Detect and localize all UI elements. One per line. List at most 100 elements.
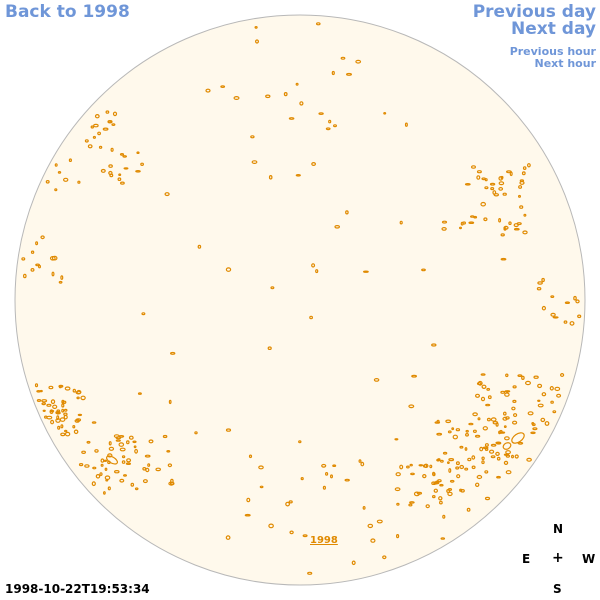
magnetic-feature bbox=[255, 39, 260, 44]
magnetic-feature bbox=[447, 461, 450, 465]
magnetic-feature bbox=[445, 419, 452, 424]
magnetic-feature bbox=[48, 385, 54, 390]
magnetic-feature bbox=[500, 257, 507, 261]
magnetic-feature bbox=[57, 170, 62, 174]
magnetic-feature bbox=[449, 479, 455, 483]
magnetic-feature bbox=[434, 481, 440, 485]
magnetic-feature bbox=[439, 483, 444, 487]
magnetic-feature bbox=[537, 403, 544, 408]
magnetic-feature bbox=[111, 123, 116, 126]
magnetic-feature bbox=[58, 280, 63, 284]
back-to-year-link[interactable]: Back to 1998 bbox=[5, 2, 130, 22]
magnetic-feature bbox=[406, 465, 410, 469]
magnetic-feature bbox=[521, 375, 525, 380]
magnetic-feature bbox=[524, 380, 531, 386]
magnetic-feature bbox=[50, 399, 56, 405]
magnetic-feature bbox=[220, 85, 226, 88]
magnetic-feature bbox=[476, 382, 482, 386]
magnetic-feature bbox=[480, 396, 486, 402]
magnetic-feature bbox=[268, 523, 274, 529]
magnetic-feature bbox=[404, 122, 408, 127]
magnetic-feature bbox=[503, 227, 507, 231]
compass-east: E bbox=[522, 552, 531, 566]
magnetic-feature bbox=[358, 459, 362, 463]
next-day-link[interactable]: Next day bbox=[511, 19, 596, 39]
magnetic-feature bbox=[288, 117, 295, 120]
magnetic-feature bbox=[476, 170, 482, 174]
compass-north: N bbox=[553, 522, 564, 536]
magnetic-feature bbox=[522, 166, 527, 171]
magnetic-feature bbox=[481, 460, 485, 465]
magnetic-feature bbox=[76, 396, 80, 400]
magnetic-feature bbox=[552, 316, 559, 319]
magnetic-feature bbox=[250, 135, 255, 139]
magnetic-feature bbox=[483, 217, 488, 222]
magnetic-feature bbox=[464, 467, 469, 471]
magnetic-feature bbox=[373, 378, 380, 382]
magnetic-feature bbox=[259, 485, 264, 489]
magnetic-feature bbox=[550, 400, 554, 404]
magnetic-feature bbox=[436, 419, 440, 424]
magnetic-feature bbox=[408, 404, 415, 409]
year-link[interactable]: 1998 bbox=[310, 535, 338, 546]
magnetic-feature bbox=[72, 388, 77, 393]
magnetic-feature bbox=[299, 101, 304, 106]
magnetic-feature bbox=[442, 514, 446, 519]
magnetic-feature bbox=[64, 431, 71, 437]
magnetic-feature bbox=[246, 497, 251, 503]
magnetic-feature bbox=[133, 445, 137, 449]
magnetic-feature bbox=[49, 255, 56, 261]
magnetic-feature bbox=[504, 390, 511, 393]
magnetic-feature bbox=[119, 181, 125, 185]
magnetic-feature bbox=[351, 560, 356, 566]
magnetic-feature bbox=[527, 411, 534, 416]
magnetic-feature bbox=[511, 420, 518, 425]
magnetic-feature bbox=[484, 186, 489, 190]
magnetic-feature bbox=[533, 375, 539, 379]
magnetic-feature bbox=[517, 194, 521, 198]
magnetic-feature bbox=[36, 389, 41, 393]
magnetic-feature bbox=[144, 454, 151, 458]
magnetic-feature bbox=[413, 491, 420, 497]
magnetic-feature bbox=[78, 463, 84, 467]
magnetic-feature bbox=[333, 124, 338, 128]
magnetic-feature bbox=[267, 346, 272, 351]
magnetic-feature bbox=[107, 453, 113, 458]
magnetic-feature bbox=[61, 403, 65, 408]
magnetic-feature bbox=[104, 475, 111, 481]
magnetic-feature bbox=[512, 413, 518, 418]
magnetic-feature bbox=[105, 455, 119, 465]
magnetic-feature bbox=[164, 192, 170, 197]
previous-day-link[interactable]: Previous day bbox=[472, 2, 596, 22]
magnetic-feature bbox=[505, 373, 509, 378]
magnetic-feature bbox=[63, 429, 68, 433]
magnetic-feature bbox=[552, 410, 557, 414]
magnetic-feature bbox=[541, 392, 547, 397]
magnetic-feature bbox=[110, 147, 114, 152]
magnetic-feature bbox=[46, 403, 52, 407]
magnetic-feature bbox=[125, 462, 131, 465]
magnetic-feature bbox=[45, 180, 50, 184]
magnetic-feature bbox=[56, 409, 61, 413]
magnetic-feature bbox=[577, 314, 582, 319]
magnetic-feature bbox=[142, 466, 147, 471]
magnetic-feature bbox=[482, 446, 489, 450]
magnetic-feature bbox=[448, 458, 455, 462]
magnetic-feature bbox=[328, 119, 332, 124]
magnetic-feature bbox=[41, 402, 47, 406]
magnetic-feature bbox=[504, 436, 510, 441]
magnetic-feature bbox=[460, 488, 465, 493]
magnetic-feature bbox=[459, 445, 464, 449]
previous-hour-link[interactable]: Previous hour bbox=[509, 45, 596, 58]
magnetic-feature bbox=[423, 463, 429, 468]
magnetic-feature bbox=[495, 441, 502, 445]
next-hour-link[interactable]: Next hour bbox=[534, 57, 597, 70]
magnetic-feature bbox=[421, 268, 426, 272]
magnetic-feature bbox=[462, 221, 467, 225]
magnetic-feature bbox=[500, 175, 504, 180]
magnetic-feature bbox=[477, 417, 481, 421]
magnetic-feature bbox=[422, 474, 427, 479]
magnetic-feature bbox=[408, 503, 413, 507]
magnetic-feature bbox=[467, 457, 472, 462]
magnetic-feature bbox=[167, 463, 173, 468]
